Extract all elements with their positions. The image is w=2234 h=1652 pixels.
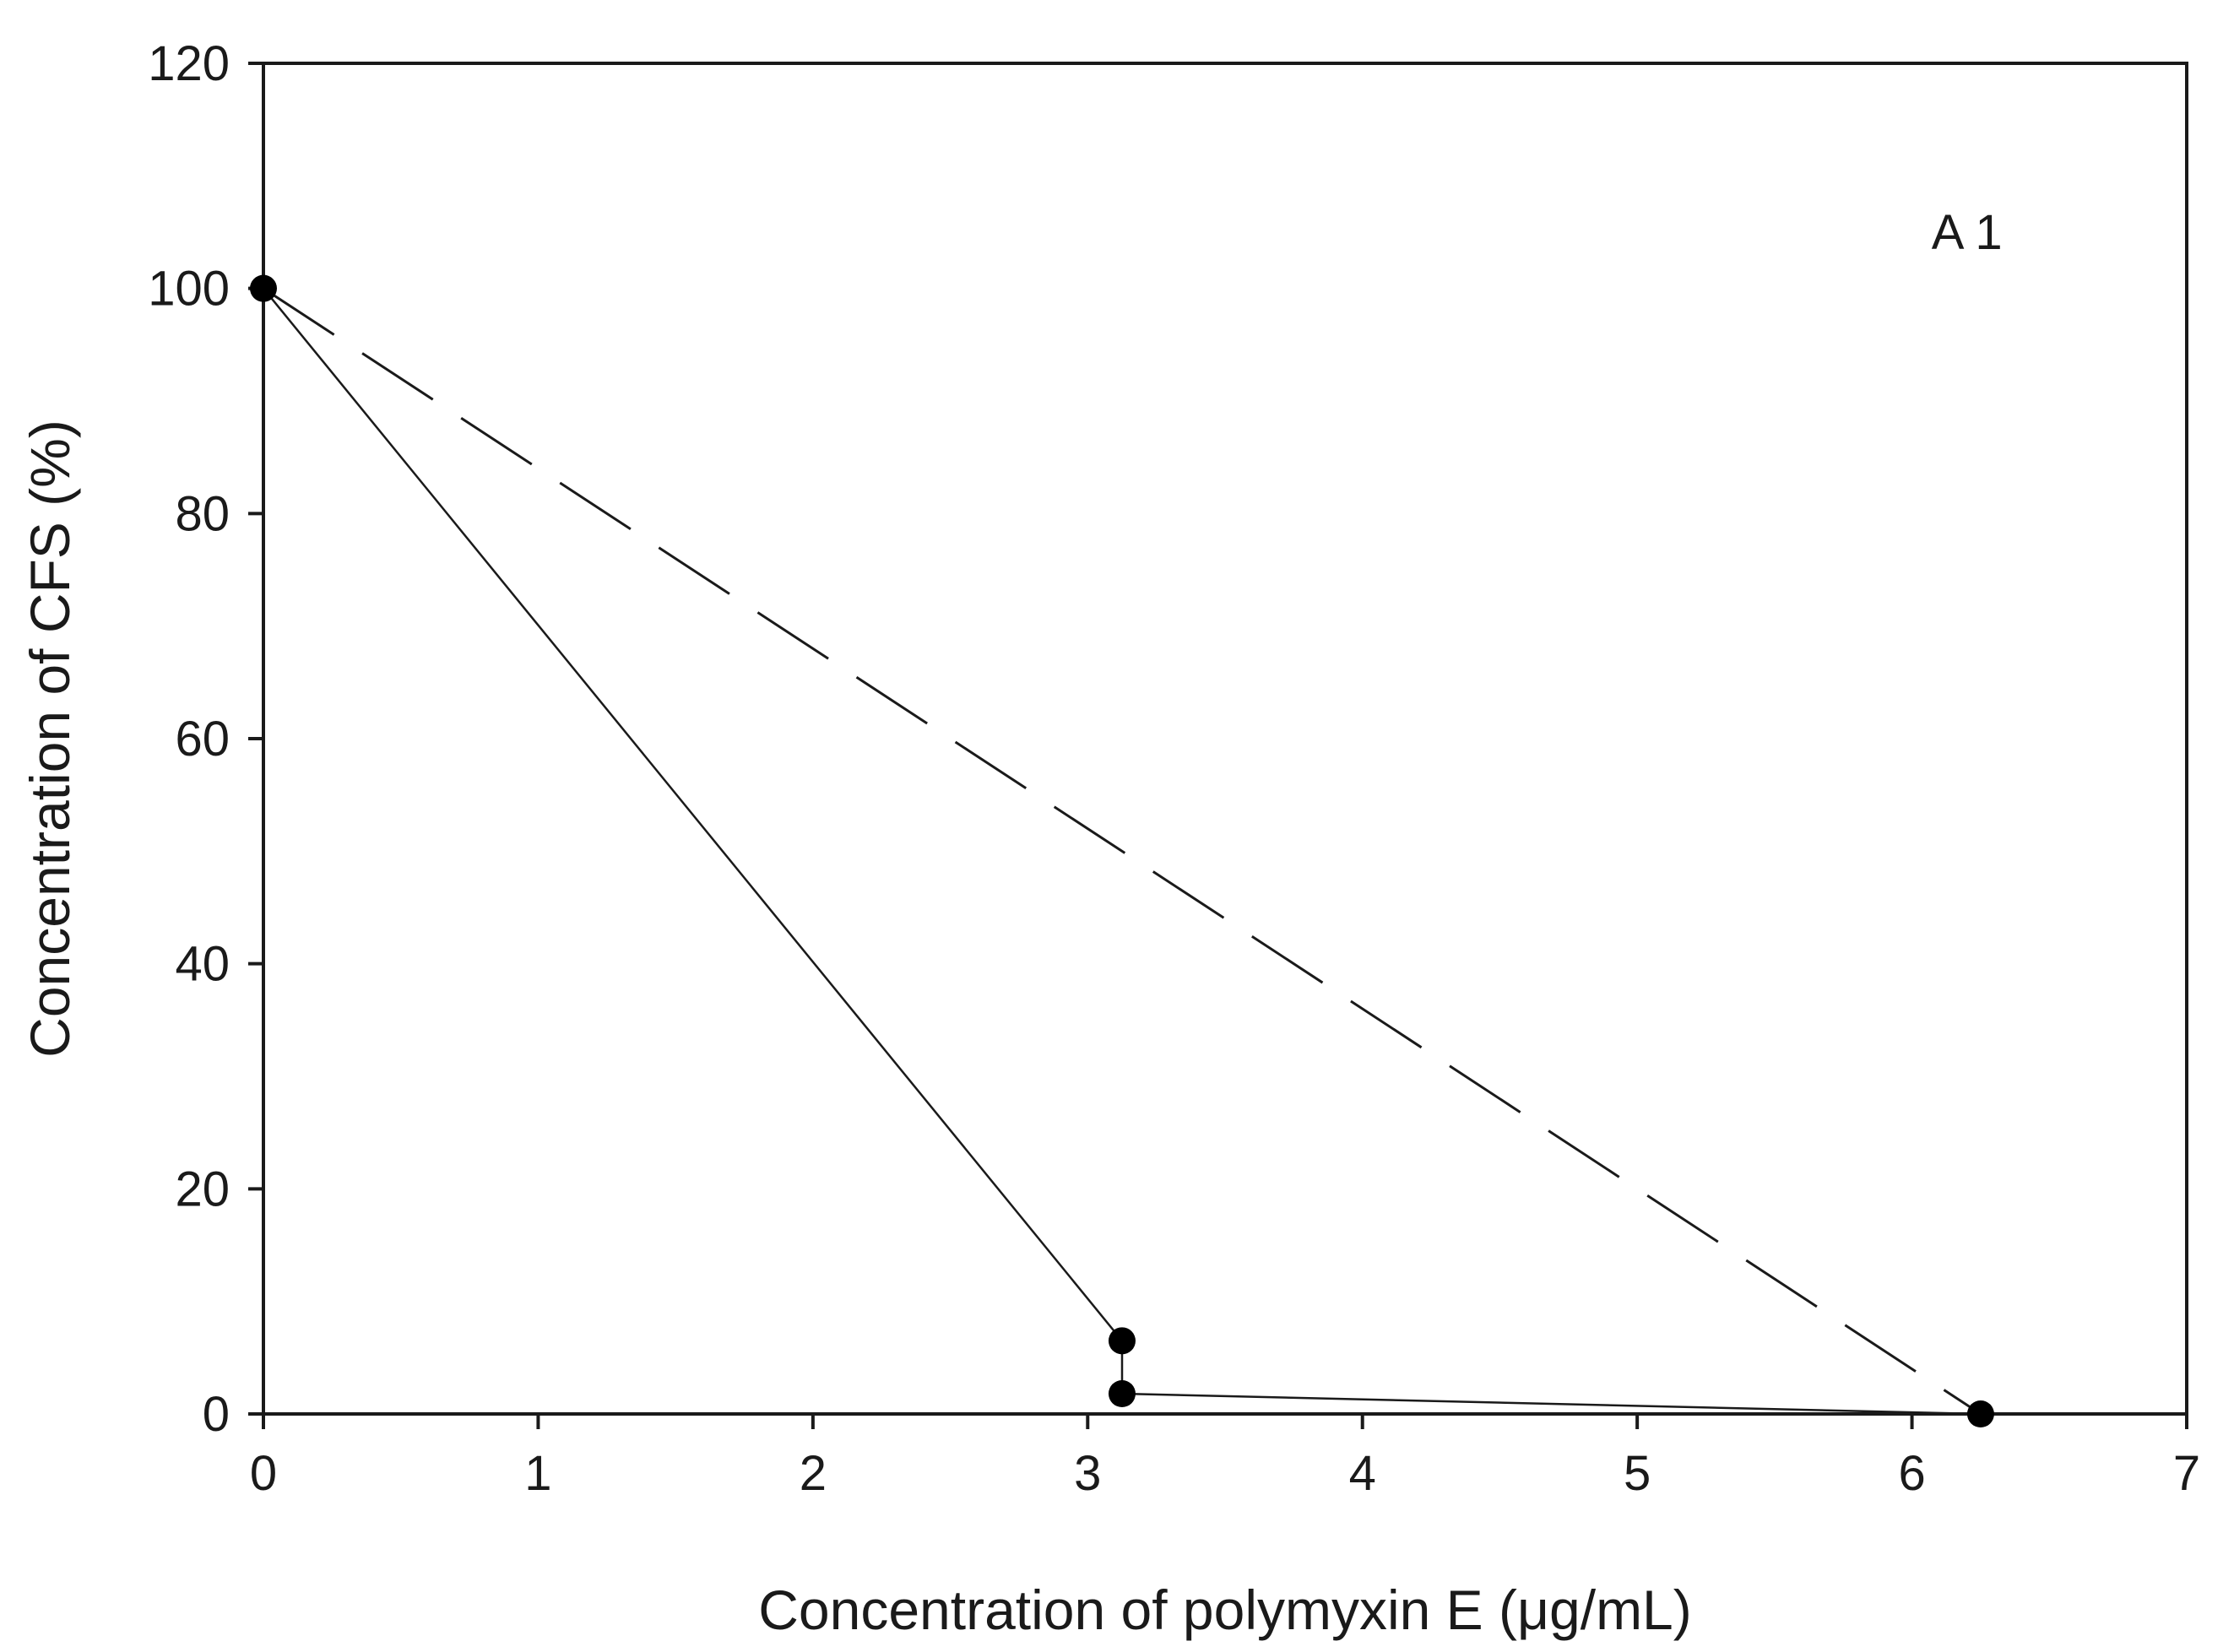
y-tick-label: 60 [175, 712, 230, 766]
x-tick-label: 5 [1624, 1446, 1651, 1501]
data-point [1108, 1380, 1136, 1407]
x-tick-label: 1 [524, 1446, 551, 1501]
y-tick-label: 120 [148, 36, 230, 91]
data-point [1966, 1400, 1994, 1427]
y-tick-label: 40 [175, 937, 230, 992]
markers-layer [250, 274, 1994, 1427]
y-tick-label: 0 [203, 1387, 230, 1442]
x-tick-label: 6 [1898, 1446, 1925, 1501]
x-tick-label: 2 [800, 1446, 827, 1501]
y-axis-title: Concentration of CFS (%) [19, 420, 81, 1058]
plot-frame [262, 62, 2188, 1416]
x-tick-label: 4 [1349, 1446, 1376, 1501]
dashed-series-line [263, 287, 1982, 1416]
annotation-label: A 1 [1932, 205, 2003, 260]
series-layer [263, 287, 1982, 1416]
x-tick-label: 7 [2173, 1446, 2200, 1501]
y-tick-label: 80 [175, 486, 230, 541]
x-tick-label: 0 [250, 1446, 277, 1501]
ticks-layer: 0 1 2 3 4 5 6 7 0 20 40 60 80 100 120 [148, 36, 2200, 1501]
y-tick-label: 20 [175, 1162, 230, 1216]
x-axis-title: Concentration of polymyxin E (μg/mL) [758, 1579, 1691, 1641]
x-tick-label: 3 [1074, 1446, 1101, 1501]
y-tick-label: 100 [148, 262, 230, 317]
solid-series-line [263, 287, 1981, 1416]
data-point [1108, 1327, 1136, 1355]
data-point [250, 274, 277, 302]
